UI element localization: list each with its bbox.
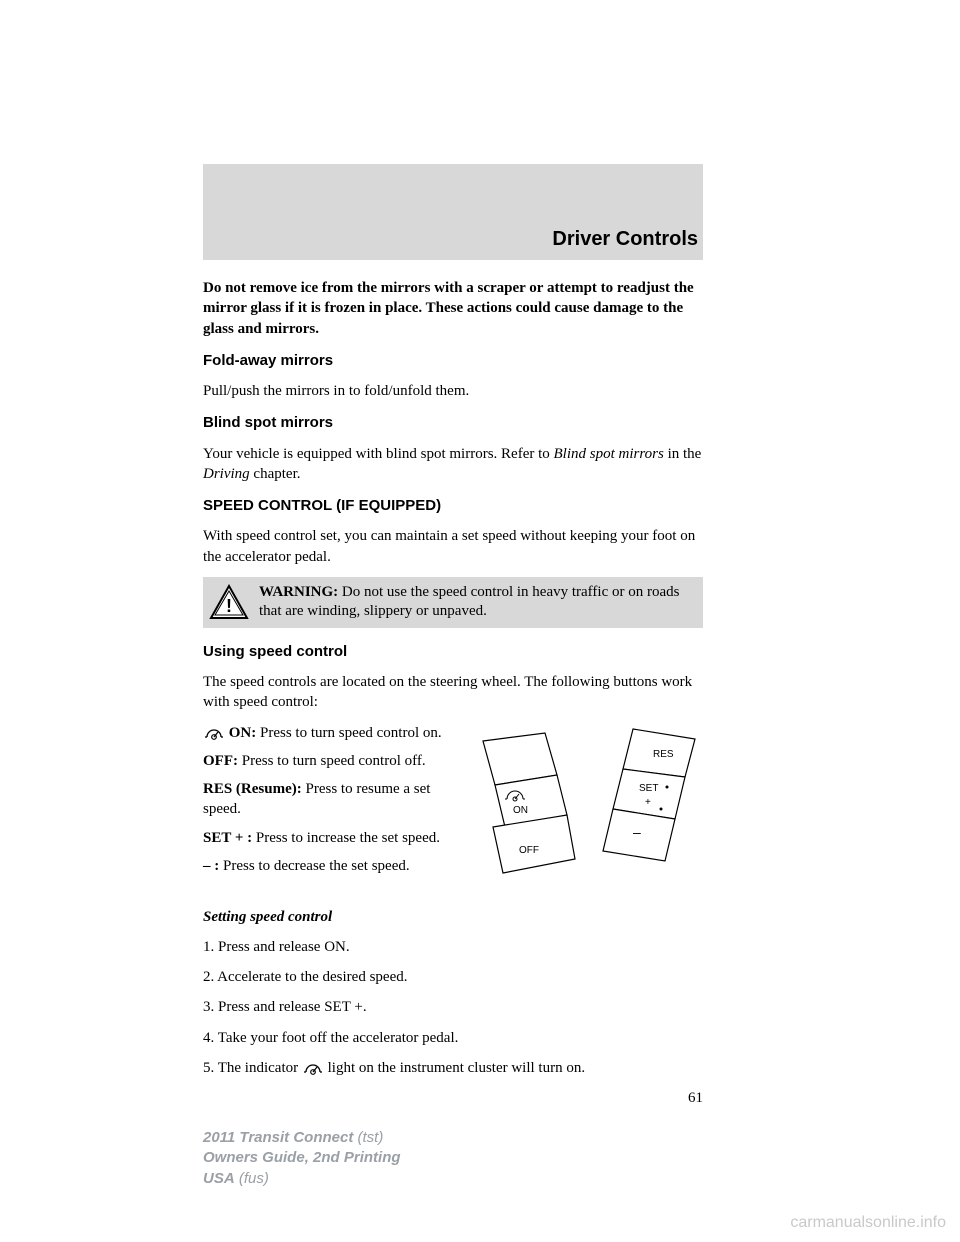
step-2: 2. Accelerate to the desired speed.	[203, 967, 703, 987]
footer-line2: Owners Guide, 2nd Printing	[203, 1148, 401, 1168]
step-3: 3. Press and release SET +.	[203, 997, 703, 1017]
set-label: SET + :	[203, 830, 252, 846]
on-text: Press to turn speed control on.	[256, 725, 441, 741]
diagram-set-label: SET	[639, 783, 658, 794]
blind-text: Your vehicle is equipped with blind spot…	[203, 444, 703, 485]
blind-text-mid: in the	[664, 446, 702, 462]
footer-line1: 2011 Transit Connect (tst)	[203, 1128, 401, 1148]
diagram-off-label: OFF	[519, 845, 539, 856]
footer-usa: USA	[203, 1170, 235, 1187]
cruise-icon	[203, 725, 225, 741]
blind-heading: Blind spot mirrors	[203, 413, 703, 433]
footer-model: 2011 Transit Connect	[203, 1129, 353, 1146]
setting-heading: Setting speed control	[203, 907, 703, 927]
warning-triangle-icon: !	[209, 584, 249, 620]
cruise-indicator-icon	[302, 1060, 324, 1076]
blind-text-pre: Your vehicle is equipped with blind spot…	[203, 446, 554, 462]
ice-notice: Do not remove ice from the mirrors with …	[203, 278, 703, 339]
steering-wheel-buttons-diagram: ON OFF RES SET + –	[473, 723, 703, 903]
on-line: ON: Press to turn speed control on.	[203, 723, 457, 743]
diagram-minus-label: –	[633, 824, 641, 840]
blind-text-post: chapter.	[250, 466, 301, 482]
step5-post: light on the instrument cluster will tur…	[324, 1060, 585, 1076]
diagram-res-label: RES	[653, 749, 674, 760]
page-number: 61	[203, 1088, 703, 1108]
warning-text: WARNING: Do not use the speed control in…	[259, 583, 695, 622]
warning-bang: !	[226, 596, 232, 616]
step-4: 4. Take your foot off the accelerator pe…	[203, 1028, 703, 1048]
footer-code1: (tst)	[353, 1129, 383, 1146]
off-line: OFF: Press to turn speed control off.	[203, 751, 457, 771]
off-label: OFF:	[203, 753, 238, 769]
footer-code2: (fus)	[235, 1170, 269, 1187]
blind-em2: Driving	[203, 466, 250, 482]
on-label: ON:	[229, 725, 257, 741]
step-1: 1. Press and release ON.	[203, 937, 703, 957]
using-heading: Using speed control	[203, 642, 703, 662]
fold-heading: Fold-away mirrors	[203, 351, 703, 371]
blind-em1: Blind spot mirrors	[554, 446, 664, 462]
footer-line3: USA (fus)	[203, 1169, 401, 1189]
buttons-and-diagram: ON: Press to turn speed control on. OFF:…	[203, 723, 703, 903]
warning-box: ! WARNING: Do not use the speed control …	[203, 577, 703, 628]
set-text: Press to increase the set speed.	[252, 830, 440, 846]
set-line: SET + : Press to increase the set speed.	[203, 828, 457, 848]
using-intro: The speed controls are located on the st…	[203, 672, 703, 713]
speed-intro: With speed control set, you can maintain…	[203, 526, 703, 567]
step5-pre: 5. The indicator	[203, 1060, 302, 1076]
minus-label: – :	[203, 858, 219, 874]
minus-line: – : Press to decrease the set speed.	[203, 856, 457, 876]
res-label: RES (Resume):	[203, 781, 302, 797]
diagram-on-label: ON	[513, 805, 528, 816]
off-text: Press to turn speed control off.	[238, 753, 426, 769]
footer: 2011 Transit Connect (tst) Owners Guide,…	[203, 1128, 401, 1189]
watermark: carmanualsonline.info	[790, 1214, 946, 1232]
step-5: 5. The indicator light on the instrument…	[203, 1058, 703, 1078]
res-line: RES (Resume): Press to resume a set spee…	[203, 779, 457, 820]
section-title: Driver Controls	[552, 228, 698, 251]
fold-text: Pull/push the mirrors in to fold/unfold …	[203, 381, 703, 401]
speed-heading: SPEED CONTROL (IF EQUIPPED)	[203, 496, 703, 516]
warning-label: WARNING:	[259, 584, 338, 600]
minus-text: Press to decrease the set speed.	[219, 858, 409, 874]
diagram-plus-label: +	[645, 797, 651, 808]
buttons-text: ON: Press to turn speed control on. OFF:…	[203, 723, 457, 885]
page-content: Do not remove ice from the mirrors with …	[203, 278, 703, 1118]
